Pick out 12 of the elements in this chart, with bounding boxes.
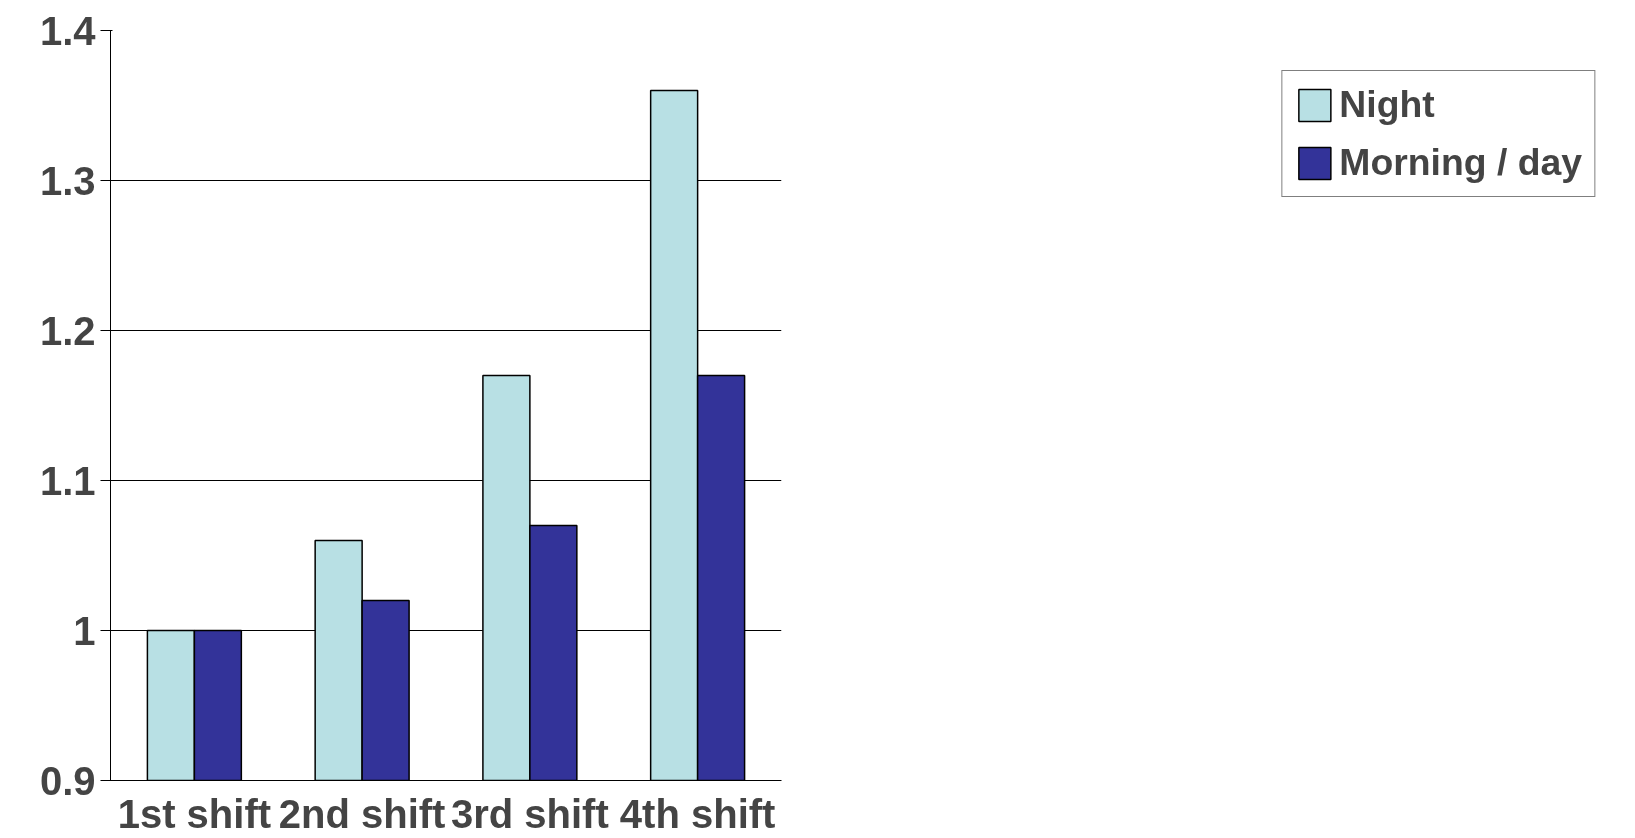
y-tick-label: 0.9 <box>39 758 96 803</box>
y-tick-label: 1.4 <box>39 8 97 53</box>
x-tick-label: 3rd shift <box>450 791 609 836</box>
x-tick-label: 4th shift <box>619 791 776 836</box>
legend-label: Morning / day <box>1339 141 1582 184</box>
y-tick-label: 1.1 <box>39 458 96 503</box>
legend-label: Night <box>1339 83 1435 126</box>
y-tick-label: 1.3 <box>39 158 96 203</box>
x-tick-label: 1st shift <box>117 791 272 836</box>
y-tick-label: 1 <box>73 608 96 653</box>
x-tick-label: 2nd shift <box>278 791 446 836</box>
y-tick-label: 1.2 <box>39 308 96 353</box>
